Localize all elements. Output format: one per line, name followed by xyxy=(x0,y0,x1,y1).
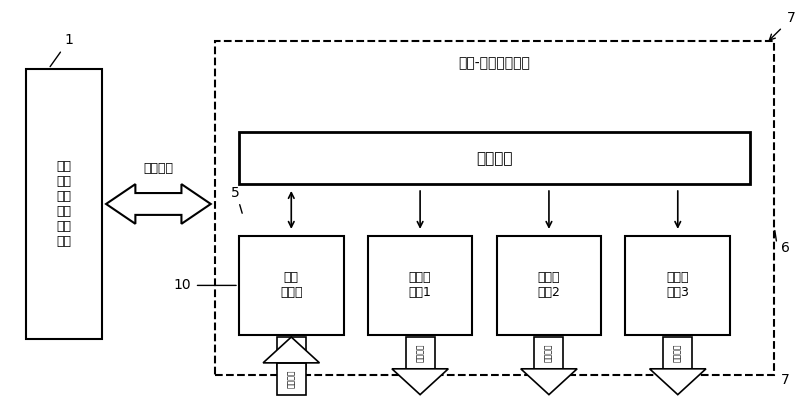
Text: 蓝牙信号: 蓝牙信号 xyxy=(143,162,174,175)
Text: 红外信号: 红外信号 xyxy=(415,344,425,362)
Text: 1: 1 xyxy=(50,33,74,67)
Text: 7: 7 xyxy=(786,11,795,25)
Bar xyxy=(239,132,751,184)
Bar xyxy=(368,236,473,335)
Text: 运行
着蓝
牙遥
控软
件的
手机: 运行 着蓝 牙遥 控软 件的 手机 xyxy=(57,160,71,248)
Bar xyxy=(277,363,305,395)
Text: 6: 6 xyxy=(781,241,789,255)
Bar xyxy=(534,337,563,369)
Text: 红外发
射器3: 红外发 射器3 xyxy=(667,272,689,300)
Text: 5: 5 xyxy=(231,186,240,200)
Bar xyxy=(215,41,774,375)
Text: 蓝牙模块: 蓝牙模块 xyxy=(477,151,513,166)
Text: 红外信号: 红外信号 xyxy=(673,344,682,362)
Bar xyxy=(625,236,730,335)
Polygon shape xyxy=(392,369,448,395)
Bar xyxy=(406,337,435,369)
Text: 红外发
射器2: 红外发 射器2 xyxy=(537,272,561,300)
Text: 红外信号: 红外信号 xyxy=(545,344,553,362)
Polygon shape xyxy=(521,369,577,395)
Bar xyxy=(663,337,692,369)
Text: 红外
接收器: 红外 接收器 xyxy=(280,272,302,300)
Text: 红外发
射器1: 红外发 射器1 xyxy=(409,272,431,300)
Text: 10: 10 xyxy=(173,278,191,292)
Text: 红外信号: 红外信号 xyxy=(287,370,296,388)
Bar xyxy=(277,337,305,369)
Bar xyxy=(26,69,102,339)
Bar xyxy=(497,236,601,335)
Bar xyxy=(239,236,343,335)
Polygon shape xyxy=(106,184,211,224)
Text: 蓝牙-红外转发装置: 蓝牙-红外转发装置 xyxy=(459,56,531,70)
Polygon shape xyxy=(263,337,319,363)
Polygon shape xyxy=(650,369,706,395)
Text: 7: 7 xyxy=(781,373,789,387)
